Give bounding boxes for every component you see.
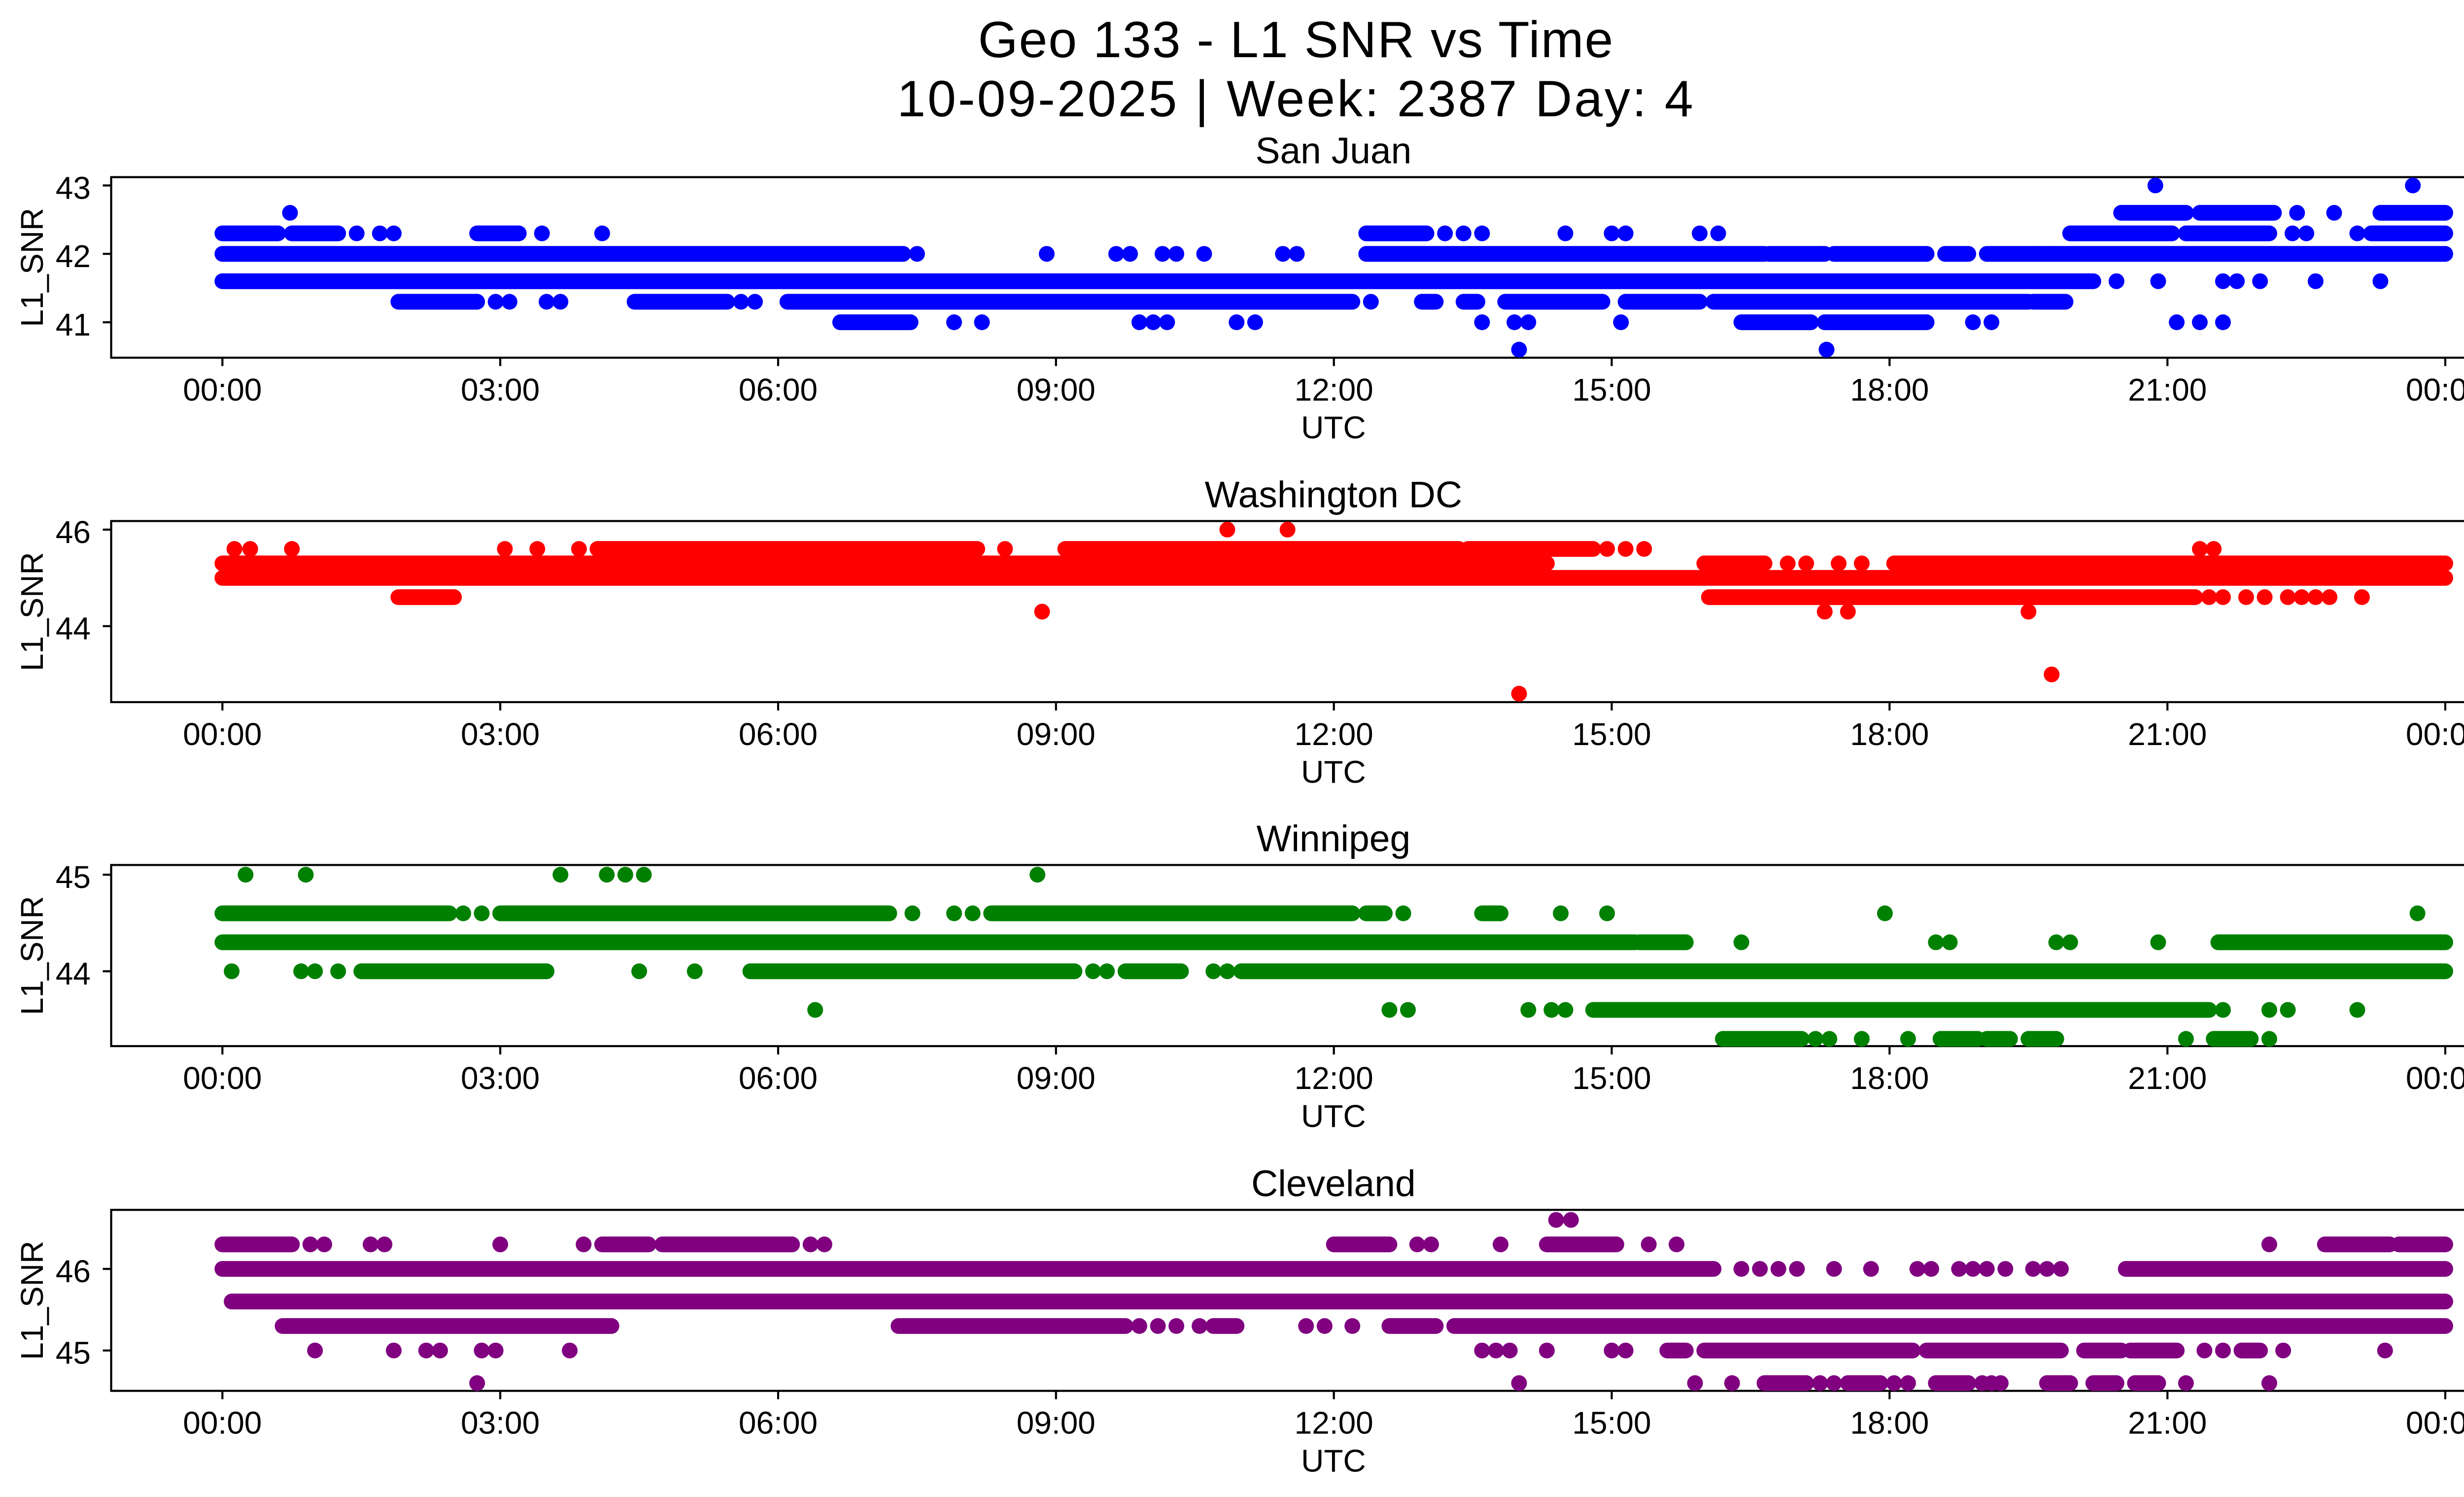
svg-text:00:00: 00:00 [2406,1060,2464,1096]
svg-text:46: 46 [56,514,91,550]
svg-text:15:00: 15:00 [1572,372,1651,408]
svg-text:21:00: 21:00 [2128,1060,2207,1096]
svg-text:L1_SNR: L1_SNR [14,896,50,1015]
svg-text:18:00: 18:00 [1850,372,1929,408]
svg-text:18:00: 18:00 [1850,1405,1929,1441]
svg-text:L1_SNR: L1_SNR [14,1241,50,1360]
svg-text:09:00: 09:00 [1017,372,1095,408]
svg-text:21:00: 21:00 [2128,372,2207,408]
svg-text:03:00: 03:00 [461,1060,540,1096]
svg-text:06:00: 06:00 [739,1405,818,1441]
svg-text:12:00: 12:00 [1295,716,1373,752]
svg-text:00:00: 00:00 [183,372,262,408]
svg-text:UTC: UTC [1301,1098,1366,1134]
svg-text:00:00: 00:00 [2406,372,2464,408]
svg-text:00:00: 00:00 [183,1060,262,1096]
svg-text:00:00: 00:00 [2406,1405,2464,1441]
svg-text:12:00: 12:00 [1295,372,1373,408]
svg-text:15:00: 15:00 [1572,1405,1651,1441]
svg-text:00:00: 00:00 [2406,716,2464,752]
svg-text:UTC: UTC [1301,410,1366,445]
svg-text:21:00: 21:00 [2128,1405,2207,1441]
svg-text:06:00: 06:00 [739,1060,818,1096]
svg-text:03:00: 03:00 [461,716,540,752]
svg-text:San Juan: San Juan [1255,130,1411,171]
svg-text:18:00: 18:00 [1850,1060,1929,1096]
svg-text:00:00: 00:00 [183,1405,262,1441]
svg-text:12:00: 12:00 [1295,1405,1373,1441]
svg-text:12:00: 12:00 [1295,1060,1373,1096]
svg-text:15:00: 15:00 [1572,716,1651,752]
svg-text:46: 46 [56,1254,91,1289]
svg-text:03:00: 03:00 [461,372,540,408]
svg-text:UTC: UTC [1301,1443,1366,1478]
svg-text:Winnipeg: Winnipeg [1257,817,1411,859]
svg-text:44: 44 [56,956,91,991]
svg-text:06:00: 06:00 [739,372,818,408]
svg-text:09:00: 09:00 [1017,716,1095,752]
svg-text:21:00: 21:00 [2128,716,2207,752]
svg-text:41: 41 [56,307,91,342]
svg-text:45: 45 [56,1335,91,1371]
svg-text:09:00: 09:00 [1017,1405,1095,1441]
svg-text:42: 42 [56,238,91,274]
svg-text:Cleveland: Cleveland [1251,1162,1416,1204]
svg-text:L1_SNR: L1_SNR [14,208,50,327]
svg-text:Washington DC: Washington DC [1205,474,1462,515]
svg-text:03:00: 03:00 [461,1405,540,1441]
svg-text:18:00: 18:00 [1850,716,1929,752]
svg-text:06:00: 06:00 [739,716,818,752]
svg-text:43: 43 [56,170,91,205]
svg-text:44: 44 [56,611,91,646]
svg-text:10-09-2025 | Week: 2387 Day: 4: 10-09-2025 | Week: 2387 Day: 4 [897,70,1695,128]
svg-text:15:00: 15:00 [1572,1060,1651,1096]
svg-text:Geo 133 - L1 SNR vs Time: Geo 133 - L1 SNR vs Time [978,11,1614,68]
svg-text:45: 45 [56,859,91,895]
svg-text:09:00: 09:00 [1017,1060,1095,1096]
svg-text:UTC: UTC [1301,754,1366,790]
svg-text:00:00: 00:00 [183,716,262,752]
svg-text:L1_SNR: L1_SNR [14,552,50,671]
